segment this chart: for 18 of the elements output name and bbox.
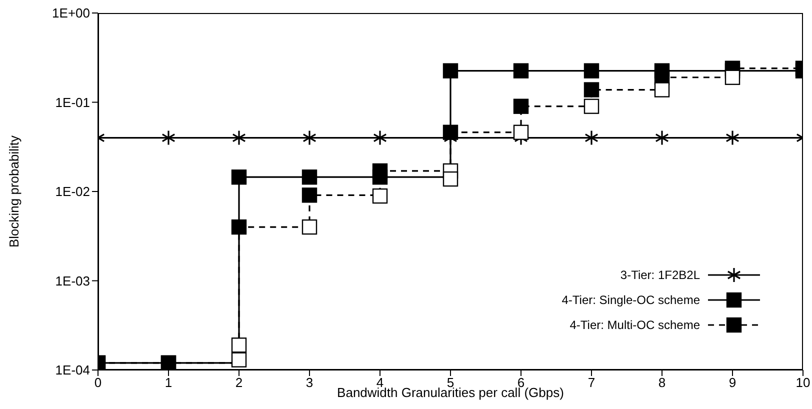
x-tick-label: 0 (94, 375, 102, 390)
x-tick-label: 8 (658, 375, 666, 390)
x-tick-label: 6 (517, 375, 525, 390)
x-tick-label: 9 (728, 375, 736, 390)
y-tick-label: 1E-03 (55, 273, 90, 288)
legend-label: 3-Tier: 1F2B2L (620, 268, 700, 282)
y-tick-label: 1E+00 (52, 6, 90, 21)
x-tick-label: 2 (235, 375, 243, 390)
x-tick-label: 10 (796, 375, 810, 390)
y-tick-label: 1E-01 (55, 94, 90, 110)
legend-label: 4-Tier: Multi-OC scheme (570, 318, 700, 332)
x-tick-label: 7 (588, 375, 596, 390)
legend-label: 4-Tier: Single-OC scheme (562, 292, 700, 306)
y-tick-label: 1E-04 (55, 362, 90, 378)
y-tick-label: 1E-02 (55, 184, 90, 200)
y-axis-title: Blocking probability (6, 135, 22, 248)
x-tick-label: 3 (306, 375, 314, 390)
x-tick-label: 1 (164, 375, 172, 390)
